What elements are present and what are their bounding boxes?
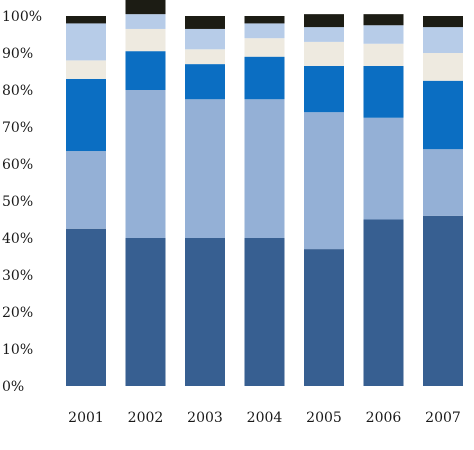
bar-segment-2006-s4 — [363, 43, 404, 66]
y-tick-label: 10% — [2, 342, 33, 358]
bar-segment-2004-s4 — [244, 38, 285, 57]
bar-segment-2005-s1 — [304, 249, 344, 386]
bar-segment-2006-s5 — [363, 25, 404, 44]
bar-segment-2007-s3 — [423, 80, 463, 150]
y-tick-label: 90% — [2, 46, 33, 62]
bar-segment-2005-s2 — [304, 112, 344, 250]
bar-stack-2002 — [125, 0, 166, 386]
bar-segment-2004-s2 — [244, 99, 285, 238]
bar-segment-2001-s1 — [66, 228, 106, 386]
y-tick-label: 0% — [2, 379, 24, 395]
bar-segment-2003-s2 — [185, 99, 225, 238]
bar-segment-2002-s1 — [125, 238, 166, 386]
bar-segment-2005-s5 — [304, 27, 344, 42]
bar-segment-2004-s6 — [244, 16, 285, 24]
bar-segment-2005-s3 — [304, 65, 344, 113]
x-tick-label: 2007 — [425, 410, 461, 426]
bar-segment-2004-s1 — [244, 238, 285, 386]
bar-segment-2002-s4 — [125, 28, 166, 52]
y-tick-label: 60% — [2, 157, 33, 173]
bar-stack-2005 — [304, 14, 344, 386]
bar-segment-2001-s5 — [66, 23, 106, 61]
bar-segment-2004-s5 — [244, 23, 285, 39]
bar-segment-2006-s3 — [363, 65, 404, 118]
bar-segment-2001-s6 — [66, 16, 106, 24]
bar-segment-2001-s2 — [66, 151, 106, 229]
x-axis-labels: 2001 2002 2003 2004 2005 2006 2007 — [68, 410, 461, 426]
bar-segment-2006-s2 — [363, 117, 404, 220]
bar-segment-2001-s3 — [66, 78, 106, 152]
y-tick-label: 100% — [2, 9, 42, 25]
x-tick-label: 2001 — [68, 410, 104, 426]
y-tick-label: 20% — [2, 305, 33, 321]
y-tick-label: 50% — [2, 194, 33, 210]
bar-stack-2006 — [363, 14, 404, 386]
bar-segment-2005-s6 — [304, 14, 344, 28]
bar-segment-2007-s4 — [423, 53, 463, 81]
y-tick-label: 30% — [2, 268, 33, 284]
bar-segment-2005-s4 — [304, 41, 344, 66]
bar-stack-2001 — [66, 16, 106, 386]
bar-stack-2007 — [423, 16, 463, 386]
bar-segment-2007-s5 — [423, 27, 463, 53]
bar-stack-2004 — [244, 16, 285, 386]
bar-segment-2002-s6 — [125, 0, 166, 15]
y-tick-label: 40% — [2, 231, 33, 247]
x-tick-label: 2002 — [128, 410, 164, 426]
bar-stack-2003 — [185, 16, 225, 386]
bar-segment-2003-s1 — [185, 238, 225, 386]
bar-segment-2007-s1 — [423, 215, 463, 386]
y-axis-labels: 0% 10% 20% 30% 40% 50% 60% 70% 80% 90% 100% — [2, 9, 42, 395]
bars — [66, 0, 463, 386]
x-tick-label: 2004 — [247, 410, 283, 426]
bar-segment-2003-s3 — [185, 64, 225, 100]
x-tick-label: 2003 — [187, 410, 223, 426]
bar-segment-2007-s6 — [423, 16, 463, 28]
bar-segment-2002-s2 — [125, 90, 166, 238]
bar-segment-2002-s3 — [125, 51, 166, 90]
x-tick-label: 2005 — [306, 410, 342, 426]
bar-segment-2003-s4 — [185, 49, 225, 65]
bar-segment-2006-s1 — [363, 219, 404, 386]
bar-segment-2003-s5 — [185, 28, 225, 50]
y-tick-label: 80% — [2, 83, 33, 99]
y-tick-label: 70% — [2, 120, 33, 136]
bar-segment-2003-s6 — [185, 16, 225, 29]
bar-segment-2007-s2 — [423, 149, 463, 216]
bar-segment-2002-s5 — [125, 14, 166, 29]
bar-segment-2006-s6 — [363, 14, 404, 26]
bar-segment-2004-s3 — [244, 56, 285, 100]
x-tick-label: 2006 — [366, 410, 402, 426]
bar-segment-2001-s4 — [66, 60, 106, 79]
